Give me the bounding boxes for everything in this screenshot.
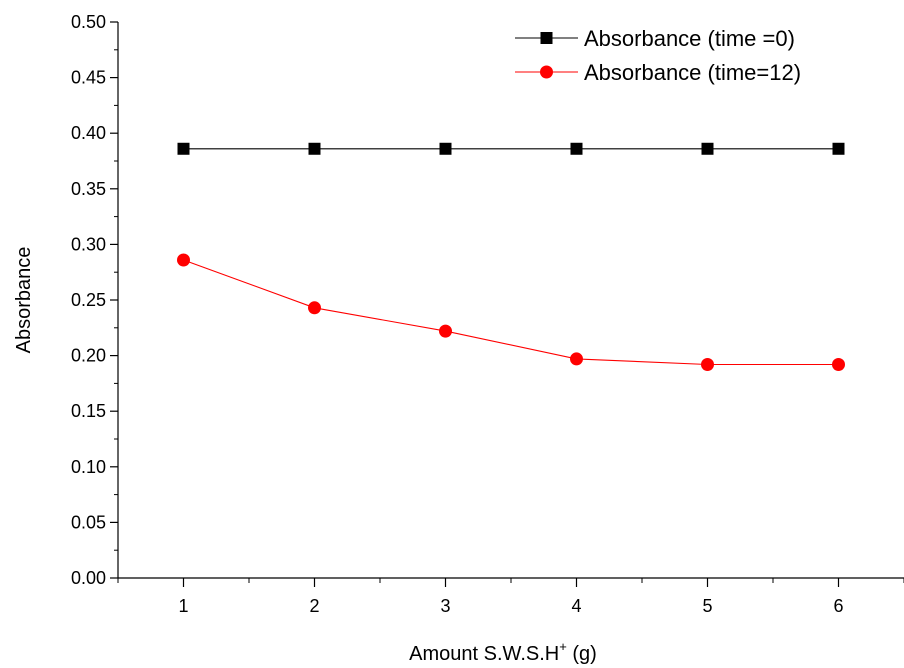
- legend-item-2: Absorbance (time=12): [515, 60, 801, 85]
- y-tick-label: 0.10: [71, 457, 106, 477]
- y-axis-title: Absorbance: [13, 247, 35, 354]
- series-layer: [177, 142, 845, 371]
- y-tick-label: 0.45: [71, 68, 106, 88]
- x-tick-label: 6: [833, 596, 843, 616]
- y-tick-label: 0.50: [71, 12, 106, 32]
- legend-item-1: Absorbance (time =0): [515, 26, 795, 51]
- legend: Absorbance (time =0) Absorbance (time=12): [515, 26, 801, 85]
- data-point-circle: [701, 357, 714, 371]
- series-2-line: [183, 259, 839, 366]
- x-tick-label: 5: [702, 596, 712, 616]
- series-2: [177, 253, 845, 371]
- x-axis-title-suffix: (g): [567, 643, 597, 665]
- y-tick-label: 0.40: [71, 123, 106, 143]
- y-tick-label: 0.15: [71, 401, 106, 421]
- y-tick-label: 0.20: [71, 346, 106, 366]
- x-tick-label: 2: [309, 596, 319, 616]
- y-tick-label: 0.30: [71, 234, 106, 254]
- legend-label: Absorbance (time=12): [584, 60, 801, 85]
- data-point-circle: [439, 324, 452, 338]
- data-point-circle: [308, 301, 321, 315]
- axes: 0.00 0.05 0.10 0.15 0.20 0.25 0.30 0.35 0.40 0.45…: [71, 12, 904, 616]
- data-point-square: [308, 142, 321, 155]
- y-tick-label: 0.05: [71, 512, 106, 532]
- y-tick-label: 0.35: [71, 179, 106, 199]
- y-tick-label: 0.00: [71, 568, 106, 588]
- x-tick-label: 1: [178, 596, 188, 616]
- data-point-square: [177, 142, 190, 155]
- data-point-circle: [177, 253, 190, 267]
- series-1: [177, 142, 845, 155]
- data-point-square: [570, 142, 583, 155]
- x-axis-title: Amount S.W.S.H+ (g): [409, 639, 597, 665]
- legend-marker-circle: [540, 65, 553, 79]
- data-point-square: [832, 142, 845, 155]
- data-point-square: [439, 142, 452, 155]
- data-point-circle: [832, 357, 845, 371]
- legend-marker-square: [540, 32, 553, 44]
- x-axis-title-superscript: +: [559, 639, 567, 654]
- x-tick-label: 3: [440, 596, 450, 616]
- x-axis-title-main: Amount S.W.S.H: [409, 643, 559, 665]
- y-tick-label: 0.25: [71, 290, 106, 310]
- data-point-circle: [570, 352, 583, 366]
- data-point-square: [701, 142, 714, 155]
- x-tick-label: 4: [571, 596, 581, 616]
- legend-label: Absorbance (time =0): [584, 26, 795, 51]
